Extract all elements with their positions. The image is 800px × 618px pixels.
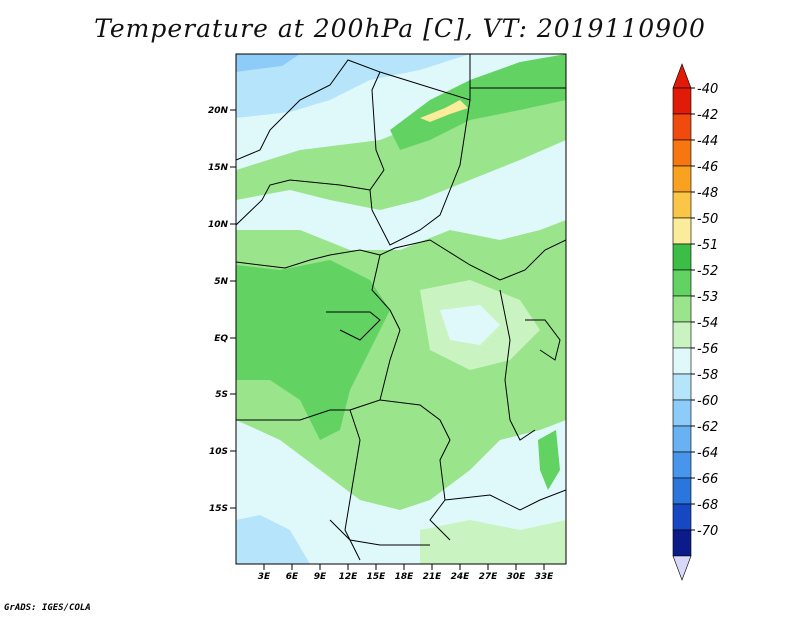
colorbar-swatch [672, 451, 692, 479]
border-segment [236, 59, 385, 171]
field-level-minus52-north [390, 54, 566, 150]
colorbar-swatch [672, 165, 692, 193]
lat-tick-label: 10N [208, 220, 229, 230]
colorbar-label: -48 [697, 186, 718, 201]
colorbar-swatch [672, 243, 692, 271]
colorbar-swatch [672, 113, 692, 141]
field-level-minus56-south [236, 515, 310, 564]
colorbar-label: -42 [697, 108, 718, 123]
colorbar-swatch [672, 425, 692, 453]
field-level-minus58-north [236, 54, 300, 72]
lon-tick-label: 30E [507, 572, 527, 582]
border-segment [444, 489, 566, 511]
credit-label: GrADS: IGES/COLA [4, 603, 91, 613]
lon-tick-label: 3E [258, 572, 271, 582]
colorbar-swatch [672, 191, 692, 219]
lat-tick-label: 15S [209, 504, 228, 514]
lon-tick-label: 24E [451, 572, 471, 582]
lon-tick-label: 15E [367, 572, 387, 582]
temperature-field [236, 54, 566, 564]
border-segment [379, 399, 451, 541]
colorbar-label: -54 [697, 316, 718, 331]
colorbar-label: -56 [697, 342, 718, 357]
lat-tick-label: 20N [208, 106, 229, 116]
field-level-minus54-southeast [420, 520, 566, 564]
border-segment [525, 319, 561, 361]
border-segment [236, 239, 566, 281]
colorbar: -40 -42 -44 -46 -48 -50 -51 -52 -53 -54 -56 -58 -60 -… [672, 63, 718, 581]
lat-tick-label: 10S [209, 447, 228, 457]
colorbar-top-tip [672, 63, 692, 89]
lat-tick-label: 5S [215, 390, 228, 400]
border-segment [326, 311, 381, 341]
colorbar-swatch [672, 477, 692, 505]
colorbar-swatch [672, 139, 692, 167]
colorbar-bottom-tip [672, 555, 692, 581]
field-level-minus56-north [236, 54, 470, 118]
lon-tick-label: 33E [535, 572, 555, 582]
field-level-minus52-west [236, 260, 390, 440]
colorbar-swatch [672, 529, 692, 557]
lon-tick-label: 6E [286, 572, 299, 582]
border-segment [236, 409, 350, 421]
colorbar-label: -62 [697, 420, 718, 435]
border-segment [499, 289, 536, 441]
lat-tick-label: EQ [214, 334, 228, 344]
colorbar-label: -52 [697, 264, 718, 279]
colorbar-swatch [672, 503, 692, 531]
colorbar-swatch [672, 321, 692, 349]
field-level-minus52-east [538, 430, 560, 490]
colorbar-swatch [672, 269, 692, 297]
field-level-minus54-lightpatch [440, 305, 500, 345]
colorbar-swatch [672, 347, 692, 375]
map-title: Temperature at 200hPa [C], VT: 201911090… [94, 14, 706, 43]
lon-tick-label: 9E [314, 572, 327, 582]
colorbar-label: -44 [697, 134, 718, 149]
lon-tick-label: 18E [395, 572, 415, 582]
colorbar-label: -46 [697, 160, 718, 175]
colorbar-swatch [672, 87, 692, 115]
colorbar-label: -40 [697, 82, 718, 97]
border-segment [371, 254, 401, 331]
colorbar-label: -64 [697, 446, 718, 461]
colorbar-label: -58 [697, 368, 718, 383]
colorbar-label: -68 [697, 498, 718, 513]
colorbar-label: -51 [697, 238, 718, 253]
colorbar-swatch [672, 295, 692, 323]
border-segment [329, 519, 430, 546]
colorbar-label: -53 [697, 290, 718, 305]
lon-tick-label: 12E [339, 572, 359, 582]
colorbar-swatch [672, 373, 692, 401]
colorbar-swatch [672, 399, 692, 427]
lat-tick-label: 15N [208, 163, 229, 173]
colorbar-label: -70 [697, 524, 718, 539]
border-segment [236, 179, 371, 226]
latitude-axis: 20N 15N 10N 5N EQ 5S 10S 15S [208, 106, 236, 514]
border-segment [369, 99, 471, 246]
longitude-axis: 3E 6E 9E 12E 15E 18E 21E 24E 27E 30E 33E [258, 564, 554, 582]
colorbar-swatch [672, 217, 692, 245]
plot-frame [235, 53, 567, 565]
colorbar-label: -66 [697, 472, 718, 487]
colorbar-label: -50 [697, 212, 718, 227]
colorbar-label: -60 [697, 394, 718, 409]
country-borders [236, 54, 566, 561]
lon-tick-label: 21E [423, 572, 443, 582]
border-segment [344, 329, 401, 561]
field-level-minus50-pocket [420, 100, 468, 122]
lat-tick-label: 5N [214, 277, 228, 287]
lon-tick-label: 27E [479, 572, 499, 582]
